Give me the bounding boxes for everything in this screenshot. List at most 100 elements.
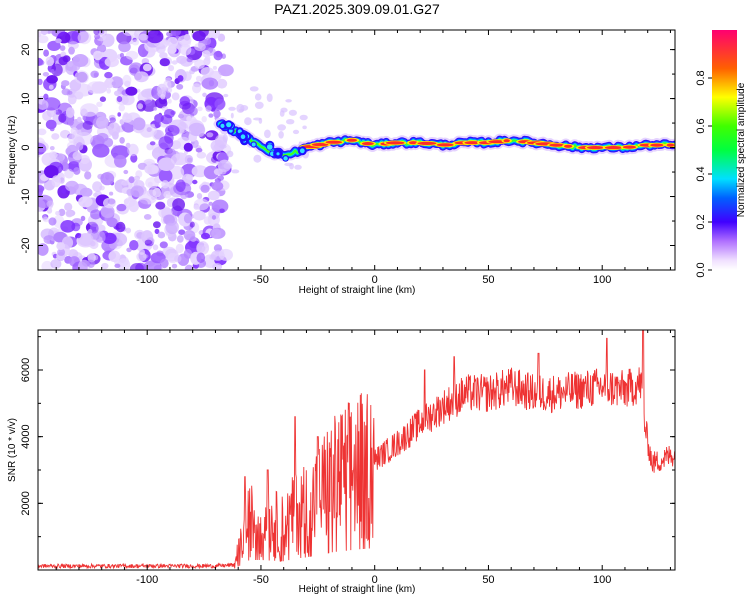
noise-blob: [201, 77, 219, 90]
noise-blob: [117, 258, 131, 270]
hot-spot: [311, 143, 329, 147]
noise-blob: [125, 50, 139, 61]
noise-blob: [185, 174, 194, 181]
noise-blob: [77, 116, 82, 123]
noise-blob: [171, 92, 180, 101]
noise-blob: [107, 198, 116, 205]
noise-blob: [286, 119, 295, 125]
noise-blob: [191, 165, 209, 178]
spectrogram-y-axis: -20 -10 0 10 20: [20, 43, 675, 271]
noise-blob: [59, 45, 66, 51]
noise-blob: [193, 210, 206, 221]
spectrogram-frame: [37, 29, 676, 271]
noise-blob: [171, 60, 178, 65]
noise-blob: [128, 200, 139, 213]
noise-blob: [231, 169, 240, 174]
x-tick-label: 100: [593, 574, 611, 586]
noise-blob: [205, 105, 212, 112]
noise-blob: [46, 207, 53, 214]
noise-blob: [48, 217, 57, 226]
noise-blob: [51, 133, 60, 140]
hot-spot: [325, 140, 342, 144]
noise-blob: [144, 99, 153, 107]
noise-blob: [129, 263, 145, 270]
noise-blob: [129, 64, 140, 74]
noise-blob: [212, 65, 217, 70]
noise-blob: [144, 164, 159, 175]
x-tick-label: 0: [372, 274, 378, 286]
noise-blob: [153, 221, 161, 229]
noise-blob: [240, 105, 249, 111]
noise-blob: [278, 131, 284, 139]
noise-blob: [42, 72, 50, 77]
noise-blob: [165, 77, 172, 83]
noise-blob: [244, 117, 252, 126]
hot-spot: [385, 141, 405, 145]
noise-blob: [211, 228, 222, 239]
x-tick-label: -100: [136, 274, 158, 286]
noise-blob: [189, 221, 195, 228]
noise-blob: [146, 189, 157, 197]
noise-blob: [159, 52, 168, 59]
noise-blob: [80, 215, 86, 222]
noise-blob: [193, 198, 210, 211]
noise-blob: [179, 44, 192, 56]
noise-blob: [183, 142, 193, 152]
noise-blob: [219, 208, 225, 213]
noise-blob: [55, 38, 62, 44]
noise-blob: [166, 87, 173, 93]
noise-blob: [226, 150, 234, 158]
signal-blob-core: [266, 144, 273, 150]
noise-blob: [77, 233, 94, 246]
noise-blob: [138, 249, 145, 255]
noise-blob: [77, 31, 92, 45]
hot-spot: [346, 138, 358, 142]
spectrogram-y-label: Frequency (Hz): [7, 116, 18, 185]
noise-blob: [45, 119, 57, 130]
signal-blob-core: [276, 152, 280, 156]
hot-spot: [622, 145, 637, 149]
noise-blob: [93, 50, 103, 61]
noise-blob: [207, 190, 220, 201]
snr-series-line: [38, 330, 675, 570]
snr-panel: -100 -50 0 50 100 2000 4000 6000 Height of str…: [7, 329, 676, 595]
noise-blob: [92, 181, 103, 193]
noise-blob: [223, 93, 229, 98]
colorbar-ticks: 0.0 0.2 0.4 0.6 0.8: [695, 70, 712, 278]
noise-blob: [205, 37, 212, 45]
signal-blob-core: [240, 134, 246, 139]
noise-blob: [78, 259, 91, 270]
noise-blob: [149, 141, 156, 146]
noise-blob: [171, 263, 178, 269]
noise-blob: [127, 143, 139, 157]
noise-blob: [95, 230, 106, 244]
snr-y-label: SNR (10 * v/v): [7, 418, 18, 482]
noise-blob: [183, 34, 191, 41]
noise-blob: [203, 165, 219, 180]
hot-spot: [564, 144, 573, 148]
chart-title: PAZ1.2025.309.09.01.G27: [274, 1, 440, 17]
noise-blob: [48, 84, 54, 90]
hot-spot: [549, 143, 565, 147]
noise-blob: [253, 154, 262, 163]
noise-blob: [132, 117, 146, 131]
noise-blob: [92, 143, 110, 158]
noise-blob: [43, 235, 55, 245]
noise-blob: [120, 93, 135, 106]
noise-blob: [178, 229, 186, 235]
noise-blob: [116, 203, 127, 212]
noise-blob: [118, 41, 131, 53]
noise-blob: [210, 139, 225, 152]
noise-blob: [160, 93, 166, 100]
noise-blob: [186, 57, 193, 63]
noise-blob: [163, 190, 172, 199]
noise-blob: [73, 167, 81, 175]
noise-blob: [56, 242, 66, 251]
signal-blob-core: [226, 122, 232, 128]
noise-blob: [122, 113, 133, 123]
snr-y-axis: 2000 4000 6000: [20, 336, 675, 571]
x-tick-label: 100: [593, 274, 611, 286]
noise-blob: [67, 133, 77, 144]
noise-blob: [183, 230, 196, 241]
x-tick-label: -100: [136, 574, 158, 586]
